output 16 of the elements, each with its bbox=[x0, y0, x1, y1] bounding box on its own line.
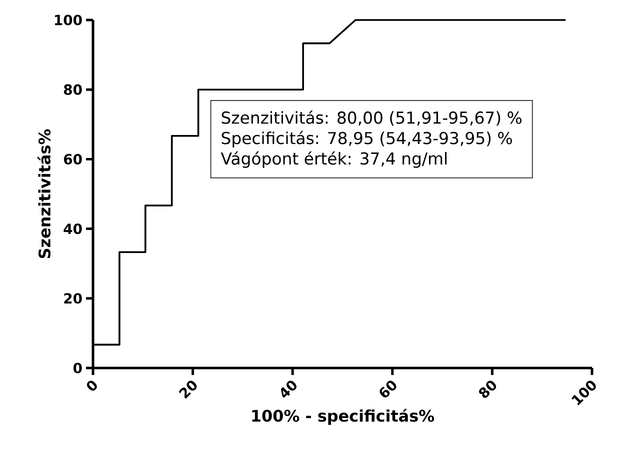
x-tick-label: 40 bbox=[280, 380, 296, 398]
y-tick-label: 80 bbox=[64, 84, 82, 95]
y-axis-title: Szenzitivitás% bbox=[38, 129, 51, 258]
y-tick-label: 0 bbox=[73, 362, 82, 374]
x-tick-label: 20 bbox=[178, 380, 197, 399]
annotation: Vágópont érték: 37,4 ng/ml bbox=[220, 151, 447, 168]
x-tick-label: 0 bbox=[86, 380, 97, 391]
x-tick-label: 60 bbox=[380, 380, 396, 398]
x-tick-label: 80 bbox=[478, 380, 496, 398]
y-tick-label: 40 bbox=[64, 224, 82, 234]
annotation: Specificitás: 78,95 (54,43-93,95) % bbox=[222, 130, 512, 148]
y-tick-label: 20 bbox=[64, 293, 82, 304]
y-tick-label: 100 bbox=[54, 14, 82, 26]
x-axis-title: 100% - specificitás% bbox=[252, 408, 434, 425]
annotation: Szenzitivitás: 80,00 (51,91-95,67) % bbox=[222, 110, 522, 126]
y-tick-label: 60 bbox=[64, 154, 82, 164]
